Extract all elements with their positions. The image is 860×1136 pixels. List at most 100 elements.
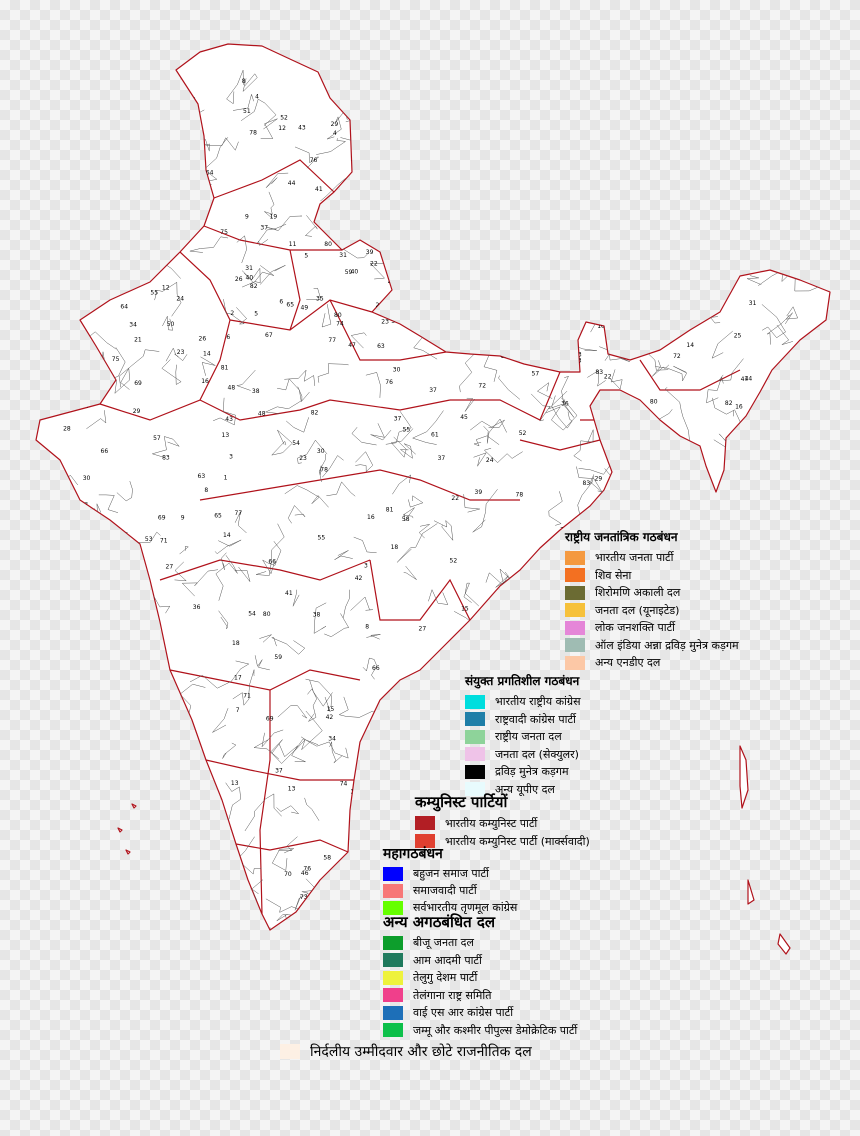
district-border — [343, 589, 350, 618]
constituency-number: 32 — [375, 905, 383, 912]
constituency-number: 16 — [735, 403, 743, 410]
legend-label: राष्ट्रीय जनता दल — [495, 730, 562, 744]
constituency-number: 36 — [561, 400, 569, 407]
constituency-number: 4 — [419, 63, 423, 70]
constituency-number: 59 — [647, 765, 655, 772]
district-border — [270, 738, 319, 764]
district-border — [495, 44, 517, 85]
district-border — [665, 892, 696, 908]
district-border — [775, 142, 797, 157]
legend-label: वाई एस आर कांग्रेस पार्टी — [413, 1006, 514, 1020]
district-border — [458, 297, 484, 328]
district-border — [447, 286, 498, 303]
constituency-number: 68 — [750, 664, 758, 671]
constituency-number: 1 — [65, 478, 69, 485]
constituency-number: 71 — [753, 898, 761, 905]
constituency-number: 41 — [735, 447, 743, 454]
constituency-number: 12 — [162, 285, 170, 292]
constituency-number: 31 — [749, 300, 757, 307]
district-border — [56, 551, 61, 575]
district-border — [102, 176, 126, 190]
constituency-number: 34 — [129, 322, 137, 329]
district-border — [796, 405, 815, 434]
district-border — [626, 309, 659, 351]
constituency-number: 45 — [703, 685, 711, 692]
constituency-number: 9 — [245, 214, 249, 221]
constituency-number: 21 — [385, 166, 393, 173]
district-border — [472, 489, 498, 533]
legend-label: जम्मू और कश्मीर पीपुल्स डेमोक्रेटिक पार्… — [413, 1023, 578, 1037]
constituency-number: 39 — [745, 525, 753, 532]
constituency-number: 39 — [607, 222, 615, 229]
district-border — [47, 855, 66, 880]
district-border — [317, 363, 349, 383]
district-border — [36, 351, 51, 390]
district-border — [417, 186, 443, 212]
state-border — [450, 371, 561, 421]
legend-label: भारतीय जनता पार्टी — [595, 551, 674, 565]
legend-swatch — [415, 816, 435, 830]
district-border — [664, 438, 687, 462]
constituency-number: 77 — [654, 734, 662, 741]
legend-label: जनता दल (यूनाइटेड) — [595, 603, 680, 617]
district-border — [413, 748, 431, 795]
district-border — [234, 511, 247, 534]
constituency-number: 60 — [448, 54, 456, 61]
constituency-number: 66 — [188, 97, 196, 104]
district-border — [62, 200, 77, 217]
district-border — [775, 399, 803, 413]
constituency-number: 44 — [649, 422, 657, 429]
district-border — [554, 117, 577, 142]
district-border — [562, 864, 577, 882]
district-border — [776, 324, 793, 345]
district-border — [548, 491, 563, 526]
constituency-number: 60 — [320, 220, 328, 227]
constituency-number: 19 — [88, 542, 96, 549]
constituency-number: 69 — [134, 380, 142, 387]
district-border — [42, 390, 57, 406]
legend-swatch — [465, 764, 485, 779]
district-border — [138, 897, 183, 911]
district-border — [324, 613, 350, 637]
constituency-number: 72 — [673, 353, 681, 360]
constituency-number: 13 — [704, 701, 712, 708]
constituency-number: 57 — [153, 435, 161, 442]
constituency-number: 37 — [260, 224, 268, 231]
legend-others: अन्य अगठबंधित दल बीजू जनता दल आम आदमी पार… — [383, 912, 577, 1039]
district-border — [644, 774, 663, 804]
constituency-number: 70 — [143, 79, 151, 86]
district-border — [747, 652, 782, 689]
constituency-number: 8 — [204, 487, 208, 494]
district-border — [347, 55, 369, 84]
constituency-number: 34 — [772, 702, 780, 709]
district-border — [552, 185, 579, 215]
constituency-number: 46 — [301, 870, 309, 877]
legend-item-nda: जनता दल (यूनाइटेड) — [565, 602, 739, 620]
district-border — [425, 162, 440, 184]
district-border — [287, 505, 306, 524]
district-border — [51, 192, 66, 232]
district-border — [240, 98, 277, 126]
district-border — [350, 332, 367, 349]
district-border — [409, 305, 432, 320]
district-border — [270, 637, 306, 655]
constituency-number: 19 — [781, 80, 789, 87]
district-border — [595, 266, 623, 309]
district-border — [398, 237, 411, 265]
district-border — [591, 781, 611, 807]
district-border — [791, 704, 818, 713]
legend-label: शिरोमणि अकाली दल — [595, 586, 681, 600]
district-border — [433, 519, 454, 542]
district-border — [495, 130, 510, 152]
district-border — [189, 660, 250, 689]
district-border — [135, 154, 154, 167]
district-border — [551, 395, 573, 429]
constituency-number: 72 — [441, 704, 449, 711]
legend-label: अन्य यूपीए दल — [495, 782, 555, 796]
legend-label: जनता दल (सेक्युलर) — [495, 747, 579, 761]
constituency-number: 43 — [369, 92, 377, 99]
district-border — [179, 546, 189, 555]
district-border — [636, 145, 667, 161]
constituency-number: 14 — [223, 532, 231, 539]
constituency-number: 42 — [624, 128, 632, 135]
